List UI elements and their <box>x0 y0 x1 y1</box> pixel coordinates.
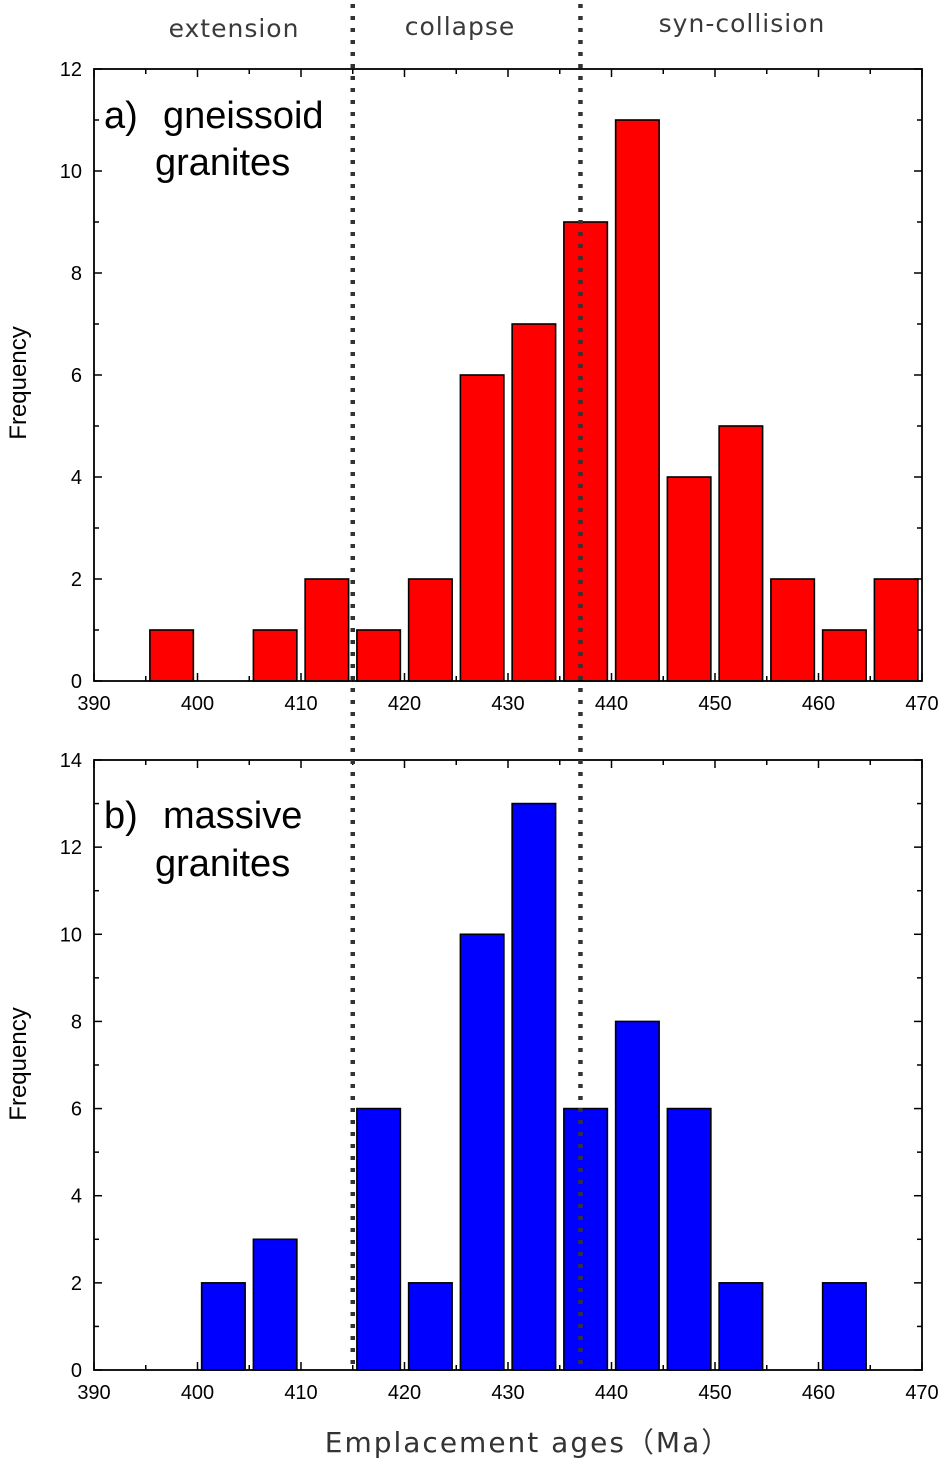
panel-a-ytick-label: 8 <box>71 263 82 285</box>
panel-a-xtick-label: 450 <box>698 693 731 715</box>
panel-b-label-line1: massive <box>163 795 302 837</box>
panel-b-bar-420 <box>407 1282 453 1371</box>
region-label-syn-collision: syn-collision <box>659 9 826 38</box>
panel-a-bar-450 <box>718 425 764 682</box>
panel-b-xtick-label: 430 <box>491 1382 524 1404</box>
panel-b-bar-415 <box>356 1107 402 1371</box>
panel-a-xtick-label: 390 <box>77 693 110 715</box>
panel-a-xtick-label: 440 <box>595 693 628 715</box>
panel-a-letter: a) <box>104 95 138 137</box>
panel-a-bar-425 <box>459 374 505 682</box>
xaxis-title: Emplacement ages（Ma） <box>325 1426 732 1459</box>
panel-a-label-line1: gneissoid <box>163 95 324 137</box>
panel-a-bar-435 <box>563 221 609 682</box>
panel-b-bar-430 <box>511 802 557 1371</box>
panel-a-label-line2: granites <box>155 142 290 184</box>
panel-a-ylabel: Frequency <box>5 326 32 439</box>
panel-a-xtick-label: 430 <box>491 693 524 715</box>
panel-a-xtick-label: 460 <box>802 693 835 715</box>
panel-a-bar-395 <box>149 629 195 682</box>
panel-b-xtick-label: 390 <box>77 1382 110 1404</box>
panel-b-xtick-label: 460 <box>802 1382 835 1404</box>
panel-a-bar-420 <box>407 578 453 682</box>
panel-b-ytick-label: 14 <box>60 750 82 772</box>
panel-b-bar-440 <box>614 1020 660 1371</box>
panel-a-xtick-label: 470 <box>905 693 938 715</box>
region-label-collapse: collapse <box>405 12 516 41</box>
panel-b-xtick-label: 450 <box>698 1382 731 1404</box>
panel-b-ylabel: Frequency <box>5 1007 32 1120</box>
panel-b-bar-435 <box>563 1107 609 1371</box>
panel-b-xtick-label: 410 <box>284 1382 317 1404</box>
panel-a-bar-405 <box>252 629 298 682</box>
panel-a-xtick-label: 400 <box>181 693 214 715</box>
frames-layer <box>93 68 923 1371</box>
panel-b-bar-425 <box>459 933 505 1371</box>
panel-a-bar-455 <box>770 578 816 682</box>
bars-layer <box>149 119 919 1371</box>
panel-a-ytick-label: 12 <box>60 59 82 81</box>
panel-a-bar-410 <box>304 578 350 682</box>
panel-b-ytick-label: 0 <box>71 1360 82 1382</box>
panel-b-bar-460 <box>821 1282 867 1371</box>
panel-a-bar-440 <box>614 119 660 682</box>
panel-b-ytick-label: 2 <box>71 1273 82 1295</box>
panel-a-bar-415 <box>356 629 402 682</box>
panel-a-bar-430 <box>511 323 557 682</box>
panel-b-bar-450 <box>718 1282 764 1371</box>
panel-a-ytick-label: 4 <box>71 467 82 489</box>
panel-b-bar-400 <box>200 1282 246 1371</box>
panel-b-ytick-label: 12 <box>60 837 82 859</box>
panel-b-bar-445 <box>666 1107 712 1371</box>
panel-b-xtick-label: 440 <box>595 1382 628 1404</box>
panel-b-ytick-label: 6 <box>71 1099 82 1121</box>
region-label-extension: extension <box>169 14 300 43</box>
panel-b-ytick-label: 8 <box>71 1011 82 1033</box>
panel-b-letter: b) <box>104 795 138 837</box>
panel-a-ytick-label: 0 <box>71 671 82 693</box>
panel-b-xtick-label: 400 <box>181 1382 214 1404</box>
panel-a-bar-460 <box>821 629 867 682</box>
panel-a-ytick-label: 10 <box>60 161 82 183</box>
panel-b-ytick-label: 4 <box>71 1186 82 1208</box>
panel-b-ytick-label: 10 <box>60 924 82 946</box>
panel-a-ytick-label: 6 <box>71 365 82 387</box>
panel-b-xtick-label: 470 <box>905 1382 938 1404</box>
panel-b-label-line2: granites <box>155 843 290 885</box>
panel-a-xtick-label: 410 <box>284 693 317 715</box>
panel-a-xtick-label: 420 <box>388 693 421 715</box>
panel-b-xtick-label: 420 <box>388 1382 421 1404</box>
panel-b-bar-405 <box>252 1238 298 1371</box>
panel-a-bar-465 <box>873 578 919 682</box>
panel-a-ytick-label: 2 <box>71 569 82 591</box>
panel-a-bar-445 <box>666 476 712 682</box>
